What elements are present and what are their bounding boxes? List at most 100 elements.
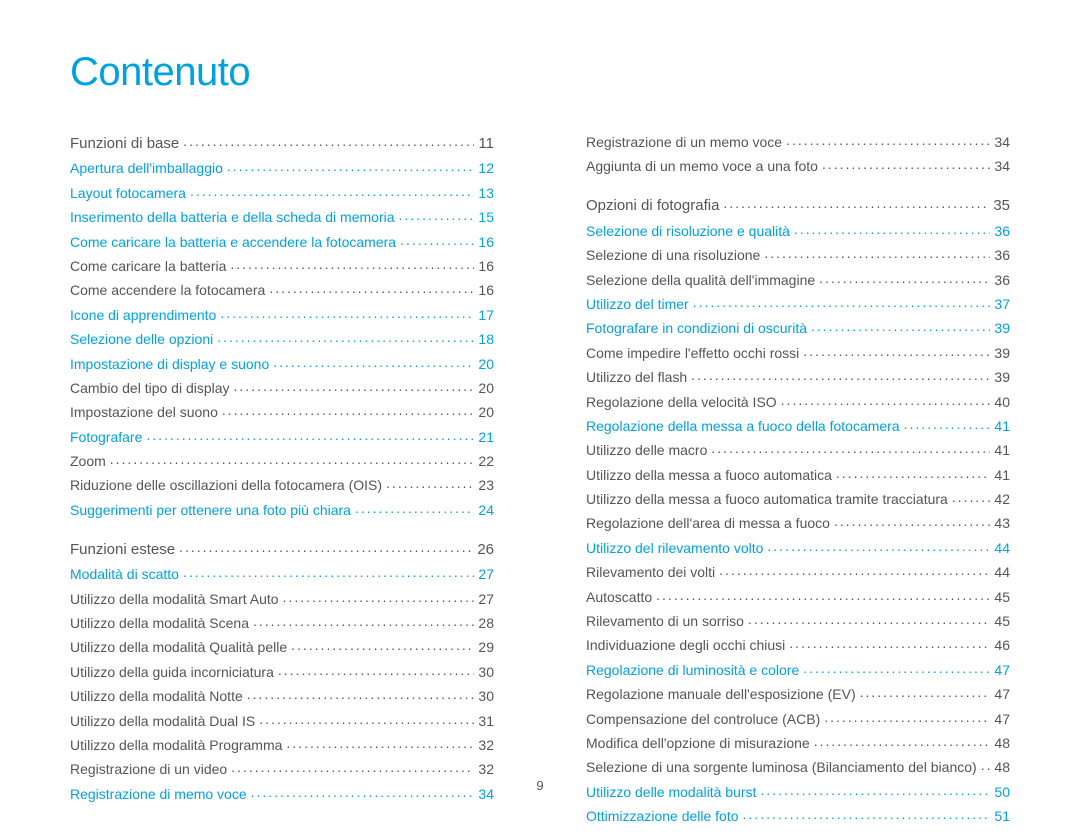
toc-page-number: 41 bbox=[994, 419, 1010, 433]
toc-entry[interactable]: Modifica dell'opzione di misurazione48 bbox=[586, 734, 1010, 750]
toc-label: Selezione di una sorgente luminosa (Bila… bbox=[586, 760, 977, 774]
toc-entry[interactable]: Utilizzo del timer37 bbox=[586, 295, 1010, 311]
toc-label: Regolazione dell'area di messa a fuoco bbox=[586, 516, 830, 530]
toc-label: Selezione della qualità dell'immagine bbox=[586, 273, 815, 287]
toc-entry[interactable]: Compensazione del controluce (ACB)47 bbox=[586, 710, 1010, 726]
toc-entry[interactable]: Utilizzo della modalità Smart Auto27 bbox=[70, 590, 494, 606]
toc-entry[interactable]: Icone di apprendimento 17 bbox=[70, 306, 494, 322]
toc-leader-dots bbox=[269, 281, 474, 295]
toc-page-number: 27 bbox=[478, 567, 494, 581]
toc-page-number: 39 bbox=[994, 346, 1010, 360]
toc-label: Utilizzo del rilevamento volto bbox=[586, 541, 763, 555]
toc-leader-dots bbox=[247, 687, 475, 701]
toc-label: Utilizzo della modalità Dual IS bbox=[70, 714, 255, 728]
toc-entry[interactable]: Regolazione di luminosità e colore47 bbox=[586, 661, 1010, 677]
toc-page-number: 16 bbox=[478, 235, 494, 249]
toc-leader-dots bbox=[691, 368, 990, 382]
toc-entry[interactable]: Utilizzo della messa a fuoco automatica … bbox=[586, 490, 1010, 506]
toc-label: Regolazione della velocità ISO bbox=[586, 395, 777, 409]
toc-left-column: Funzioni di base11 Apertura dell'imballag… bbox=[70, 133, 494, 832]
toc-entry[interactable]: Utilizzo della modalità Qualità pelle29 bbox=[70, 638, 494, 654]
toc-entry[interactable]: Fotografare21 bbox=[70, 428, 494, 444]
toc-entry[interactable]: Come accendere la fotocamera16 bbox=[70, 281, 494, 297]
toc-page-number: 34 bbox=[994, 159, 1010, 173]
toc-label: Impostazione di display e suono bbox=[70, 357, 269, 371]
toc-leader-dots bbox=[400, 233, 474, 247]
toc-page-number: 29 bbox=[478, 640, 494, 654]
toc-label: Zoom bbox=[70, 454, 106, 468]
toc-label: Funzioni estese bbox=[70, 542, 175, 557]
toc-label: Utilizzo delle macro bbox=[586, 443, 707, 457]
toc-label: Modalità di scatto bbox=[70, 567, 179, 581]
toc-entry[interactable]: Inserimento della batteria e della sched… bbox=[70, 208, 494, 224]
toc-page-number: 21 bbox=[478, 430, 494, 444]
toc-entry[interactable]: Impostazione del suono20 bbox=[70, 403, 494, 419]
toc-label: Utilizzo del flash bbox=[586, 370, 687, 384]
toc-leader-dots bbox=[183, 565, 474, 579]
toc-section[interactable]: Opzioni di fotografia35 bbox=[586, 195, 1010, 213]
toc-entry[interactable]: Selezione di una risoluzione36 bbox=[586, 246, 1010, 262]
toc-entry[interactable]: Come impedire l'effetto occhi rossi39 bbox=[586, 344, 1010, 360]
toc-label: Compensazione del controluce (ACB) bbox=[586, 712, 820, 726]
toc-entry[interactable]: Suggerimenti per ottenere una foto più c… bbox=[70, 501, 494, 517]
toc-entry[interactable]: Rilevamento di un sorriso45 bbox=[586, 612, 1010, 628]
toc-entry[interactable]: Zoom22 bbox=[70, 452, 494, 468]
toc-leader-dots bbox=[781, 393, 991, 407]
toc-columns: Funzioni di base11 Apertura dell'imballag… bbox=[70, 133, 1010, 832]
toc-leader-dots bbox=[386, 476, 474, 490]
toc-entry[interactable]: Ottimizzazione delle foto51 bbox=[586, 807, 1010, 823]
toc-entry[interactable]: Utilizzo del flash39 bbox=[586, 368, 1010, 384]
toc-entry[interactable]: Utilizzo della modalità Dual IS 31 bbox=[70, 712, 494, 728]
toc-entry[interactable]: Registrazione di un memo voce34 bbox=[586, 133, 1010, 149]
toc-page-number: 17 bbox=[478, 308, 494, 322]
toc-entry[interactable]: Regolazione della velocità ISO40 bbox=[586, 393, 1010, 409]
toc-entry[interactable]: Utilizzo della modalità Programma32 bbox=[70, 736, 494, 752]
toc-page-number: 41 bbox=[994, 468, 1010, 482]
toc-page-number: 35 bbox=[993, 198, 1010, 213]
toc-entry[interactable]: Autoscatto45 bbox=[586, 588, 1010, 604]
toc-entry[interactable]: Cambio del tipo di display20 bbox=[70, 379, 494, 395]
toc-entry[interactable]: Fotografare in condizioni di oscurità39 bbox=[586, 319, 1010, 335]
toc-entry[interactable]: Utilizzo del rilevamento volto44 bbox=[586, 539, 1010, 555]
toc-label: Selezione di una risoluzione bbox=[586, 248, 760, 262]
toc-entry[interactable]: Individuazione degli occhi chiusi46 bbox=[586, 636, 1010, 652]
toc-label: Funzioni di base bbox=[70, 136, 179, 151]
toc-entry[interactable]: Rilevamento dei volti44 bbox=[586, 563, 1010, 579]
toc-label: Icone di apprendimento bbox=[70, 308, 216, 322]
toc-page-number: 13 bbox=[478, 186, 494, 200]
toc-leader-dots bbox=[355, 501, 474, 515]
toc-entry[interactable]: Regolazione dell'area di messa a fuoco 43 bbox=[586, 514, 1010, 530]
toc-section[interactable]: Funzioni di base11 bbox=[70, 133, 494, 151]
toc-entry[interactable]: Layout fotocamera 13 bbox=[70, 184, 494, 200]
toc-entry[interactable]: Utilizzo delle macro41 bbox=[586, 441, 1010, 457]
toc-leader-dots bbox=[227, 159, 475, 173]
toc-entry[interactable]: Selezione della qualità dell'immagine36 bbox=[586, 271, 1010, 287]
toc-entry[interactable]: Selezione di risoluzione e qualità36 bbox=[586, 222, 1010, 238]
toc-entry[interactable]: Impostazione di display e suono20 bbox=[70, 355, 494, 371]
toc-entry[interactable]: Apertura dell'imballaggio12 bbox=[70, 159, 494, 175]
toc-entry[interactable]: Registrazione di un video32 bbox=[70, 760, 494, 776]
toc-leader-dots bbox=[824, 710, 990, 724]
toc-entry[interactable]: Utilizzo della modalità Notte30 bbox=[70, 687, 494, 703]
toc-page-number: 31 bbox=[478, 714, 494, 728]
toc-entry[interactable]: Come caricare la batteria e accendere la… bbox=[70, 233, 494, 249]
toc-entry[interactable]: Regolazione manuale dell'esposizione (EV… bbox=[586, 685, 1010, 701]
toc-entry[interactable]: Selezione di una sorgente luminosa (Bila… bbox=[586, 758, 1010, 774]
toc-entry[interactable]: Modalità di scatto 27 bbox=[70, 565, 494, 581]
toc-page-number: 43 bbox=[994, 516, 1010, 530]
toc-entry[interactable]: Utilizzo della modalità Scena28 bbox=[70, 614, 494, 630]
toc-entry[interactable]: Selezione delle opzioni18 bbox=[70, 330, 494, 346]
toc-page-number: 28 bbox=[478, 616, 494, 630]
toc-section[interactable]: Funzioni estese26 bbox=[70, 539, 494, 557]
toc-entry[interactable]: Come caricare la batteria16 bbox=[70, 257, 494, 273]
toc-entry[interactable]: Utilizzo della guida incorniciatura30 bbox=[70, 663, 494, 679]
toc-entry[interactable]: Utilizzo della messa a fuoco automatica4… bbox=[586, 466, 1010, 482]
toc-entry[interactable]: Riduzione delle oscillazioni della fotoc… bbox=[70, 476, 494, 492]
toc-label: Registrazione di un memo voce bbox=[586, 135, 782, 149]
toc-entry[interactable]: Aggiunta di un memo voce a una foto34 bbox=[586, 157, 1010, 173]
toc-label: Selezione di risoluzione e qualità bbox=[586, 224, 790, 238]
toc-entry[interactable]: Regolazione della messa a fuoco della fo… bbox=[586, 417, 1010, 433]
toc-label: Layout fotocamera bbox=[70, 186, 186, 200]
toc-leader-dots bbox=[711, 441, 990, 455]
toc-page-number: 47 bbox=[994, 687, 1010, 701]
